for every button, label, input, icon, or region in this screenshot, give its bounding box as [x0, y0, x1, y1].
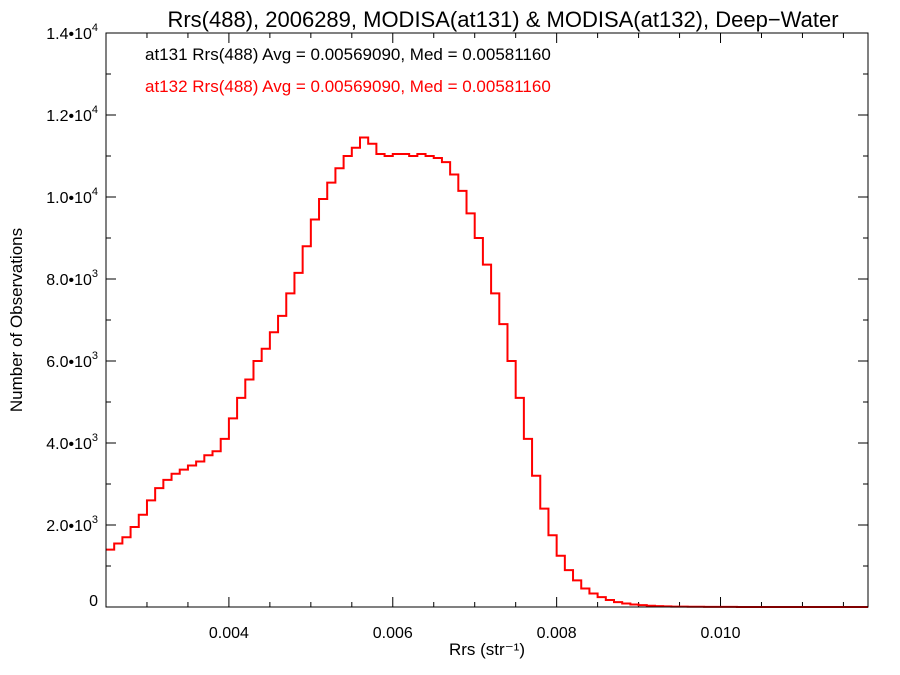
- y-tick-label: 2.0•103: [46, 514, 98, 535]
- x-axis-label: Rrs (str⁻¹): [449, 640, 525, 659]
- annotation-at131: at131 Rrs(488) Avg = 0.00569090, Med = 0…: [145, 45, 551, 64]
- y-tick-label: 1.4•104: [46, 22, 98, 43]
- y-tick-label: 8.0•103: [46, 268, 98, 289]
- y-axis-label: Number of Observations: [7, 228, 26, 412]
- chart-title: Rrs(488), 2006289, MODISA(at131) & MODIS…: [167, 7, 838, 32]
- series-layer: [106, 136, 868, 608]
- y-tick-label: 4.0•103: [46, 432, 98, 453]
- x-tick-label: 0.008: [537, 625, 577, 642]
- x-tick-label: 0.010: [700, 625, 740, 642]
- y-tick-label: 1.2•104: [46, 104, 98, 125]
- y-tick-label: 0: [89, 593, 98, 610]
- y-ticks: 0 2.0•103 4.0•103 6.0•103 8.0•103 1.0•104 1.2•…: [46, 22, 868, 610]
- y-tick-label: 1.0•104: [46, 186, 98, 207]
- x-tick-label: 0.006: [373, 625, 413, 642]
- x-ticks: 0.004 0.006 0.008 0.010: [146, 33, 844, 642]
- y-tick-label: 6.0•103: [46, 350, 98, 371]
- annotation-at132: at132 Rrs(488) Avg = 0.00569090, Med = 0…: [145, 77, 551, 96]
- series-line-0: [106, 136, 868, 608]
- plot-frame: [105, 32, 869, 608]
- x-tick-label: 0.004: [209, 625, 249, 642]
